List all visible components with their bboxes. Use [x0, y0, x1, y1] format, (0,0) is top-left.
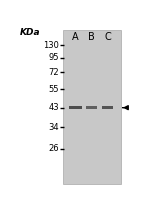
Text: 130: 130 — [43, 41, 59, 50]
Text: A: A — [72, 33, 78, 42]
Text: B: B — [88, 33, 95, 42]
Text: 55: 55 — [48, 85, 59, 94]
Bar — [69, 106, 82, 109]
Text: C: C — [104, 33, 111, 42]
Text: 26: 26 — [48, 144, 59, 153]
Bar — [102, 106, 114, 109]
Bar — [86, 106, 97, 109]
Text: KDa: KDa — [20, 28, 40, 37]
Text: 72: 72 — [48, 68, 59, 77]
Text: 34: 34 — [48, 123, 59, 132]
Bar — [63, 30, 121, 184]
Text: 43: 43 — [48, 103, 59, 112]
Text: 95: 95 — [48, 53, 59, 62]
